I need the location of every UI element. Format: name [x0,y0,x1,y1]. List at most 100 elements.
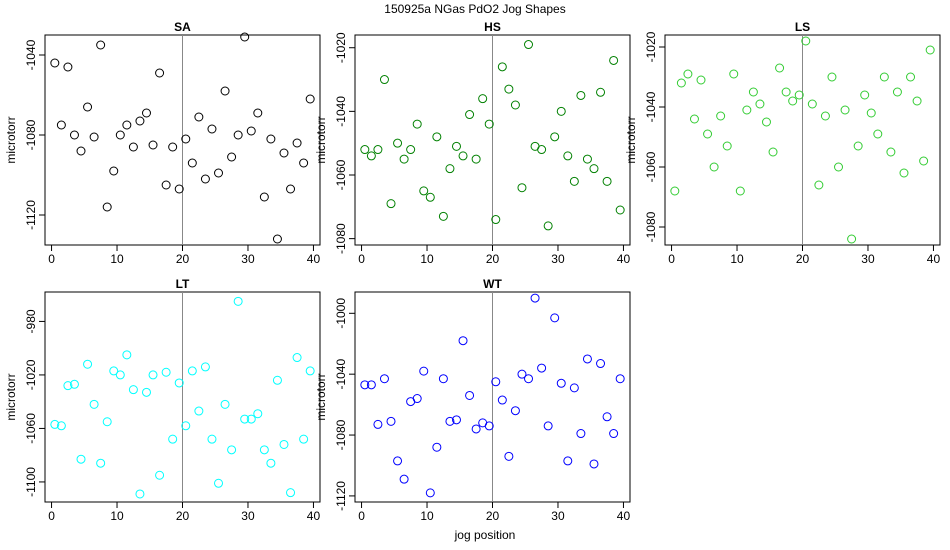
y-tick-label-sa-1080: -1080 [24,119,38,150]
data-point-hs-8 [412,119,422,129]
x-tick-label-ls-40: 40 [927,252,941,266]
data-point-wt-23 [510,406,520,416]
data-point-wt-6 [399,474,409,484]
data-point-wt-15 [458,336,468,346]
data-point-ls-16 [775,63,785,73]
data-point-hs-15 [458,151,468,161]
x-tick-label-wt-10: 10 [420,509,434,523]
y-tick-label-lt-1020: -1020 [24,359,38,390]
x-tick-label-hs-10: 10 [420,252,434,266]
data-point-hs-21 [497,62,507,72]
data-point-hs-37 [602,176,612,186]
data-point-ls-26 [840,105,850,115]
x-tick-label-wt-0: 0 [358,509,365,523]
x-tick-label-hs-20: 20 [486,252,500,266]
data-point-sa-23 [200,174,210,184]
y-tick-label-wt-1040: -1040 [334,359,348,390]
data-point-lt-38 [299,434,309,444]
data-point-wt-31 [563,456,573,466]
data-point-ls-34 [892,87,902,97]
y-tick-label-ls-1020: -1020 [644,31,658,62]
data-point-lt-3 [69,379,79,389]
figure-title: 150925a NGas PdO2 Jog Shapes [384,2,565,16]
data-point-sa-21 [187,158,197,168]
data-point-wt-12 [438,374,448,384]
data-point-hs-0 [360,145,370,155]
x-tick-label-sa-10: 10 [110,252,124,266]
data-point-sa-38 [299,158,309,168]
panel-sa: SA 0 10 20 30 40 -1040 -1080 -1120 microtorr [4,20,321,266]
panel-lt: LT 0 10 20 30 40 -980 -1020 -1060 -1100 microtorr [4,277,321,523]
data-point-hs-6 [399,154,409,164]
data-point-hs-11 [432,132,442,142]
y-tick-label-hs-1020: -1020 [334,32,348,63]
y-tick-label-lt-1060: -1060 [24,413,38,444]
data-point-sa-18 [168,142,178,152]
data-point-hs-3 [379,75,389,85]
data-point-sa-36 [286,184,296,194]
data-point-lt-25 [214,478,224,488]
data-point-wt-29 [550,313,560,323]
data-point-lt-30 [246,414,256,424]
data-point-ls-35 [899,168,909,178]
y-axis-label-sa: microtorr [4,116,18,163]
x-tick-label-sa-20: 20 [176,252,190,266]
data-point-ls-6 [709,162,719,172]
data-point-hs-33 [576,90,586,100]
panel-title-lt: LT [176,277,190,291]
data-point-sa-24 [207,124,217,134]
y-tick-label-wt-1000: -1000 [334,298,348,329]
y-tick-label-hs-1040: -1040 [334,96,348,127]
x-tick-label-wt-40: 40 [617,509,631,523]
data-point-wt-30 [556,378,566,388]
data-point-ls-10 [735,186,745,196]
x-axis-label: jog position [454,528,516,542]
data-point-sa-33 [266,134,276,144]
data-point-hs-12 [438,211,448,221]
data-point-hs-14 [451,141,461,151]
data-point-sa-19 [174,184,184,194]
data-point-sa-3 [69,130,79,140]
data-point-hs-34 [582,154,592,164]
data-point-lt-2 [63,381,73,391]
x-tick-label-sa-40: 40 [307,252,321,266]
data-point-lt-31 [253,409,263,419]
x-tick-label-hs-40: 40 [617,252,631,266]
data-point-lt-27 [227,445,237,455]
data-point-ls-8 [722,141,732,151]
data-point-wt-37 [602,412,612,422]
data-point-sa-0 [50,58,60,68]
data-point-sa-39 [305,94,315,104]
data-point-wt-16 [465,390,475,400]
data-point-hs-23 [510,100,520,110]
data-point-hs-1 [366,151,376,161]
y-tick-label-wt-1120: -1120 [334,481,348,511]
data-point-ls-11 [742,105,752,115]
panel-wt: WT 0 10 20 30 40 -1000 -1040 -1080 -1120 microtorr [314,277,631,523]
data-point-lt-37 [292,353,302,363]
data-point-wt-33 [576,429,586,439]
x-tick-label-lt-10: 10 [110,509,124,523]
data-point-sa-14 [141,108,151,118]
data-point-lt-28 [233,296,243,306]
y-tick-label-ls-1080: -1080 [644,211,658,242]
data-point-sa-35 [279,148,289,158]
data-point-sa-17 [161,180,171,190]
y-tick-label-wt-1080: -1080 [334,419,348,450]
data-point-hs-17 [471,154,481,164]
data-point-ls-32 [879,72,889,82]
x-tick-label-hs-0: 0 [358,252,365,266]
data-point-wt-25 [524,374,534,384]
y-tick-label-sa-1040: -1040 [24,39,38,70]
data-point-sa-4 [76,146,86,156]
panel-ls: LS 0 10 20 30 40 -1020 -1040 -1060 -1080 microtorr [624,20,941,266]
data-point-wt-20 [491,377,501,387]
data-point-wt-14 [451,415,461,425]
data-point-lt-34 [272,375,282,385]
data-point-ls-38 [919,156,929,166]
data-point-ls-19 [794,90,804,100]
data-point-hs-29 [550,132,560,142]
data-point-sa-26 [220,86,230,96]
data-point-wt-27 [537,363,547,373]
panel-title-wt: WT [483,277,502,291]
